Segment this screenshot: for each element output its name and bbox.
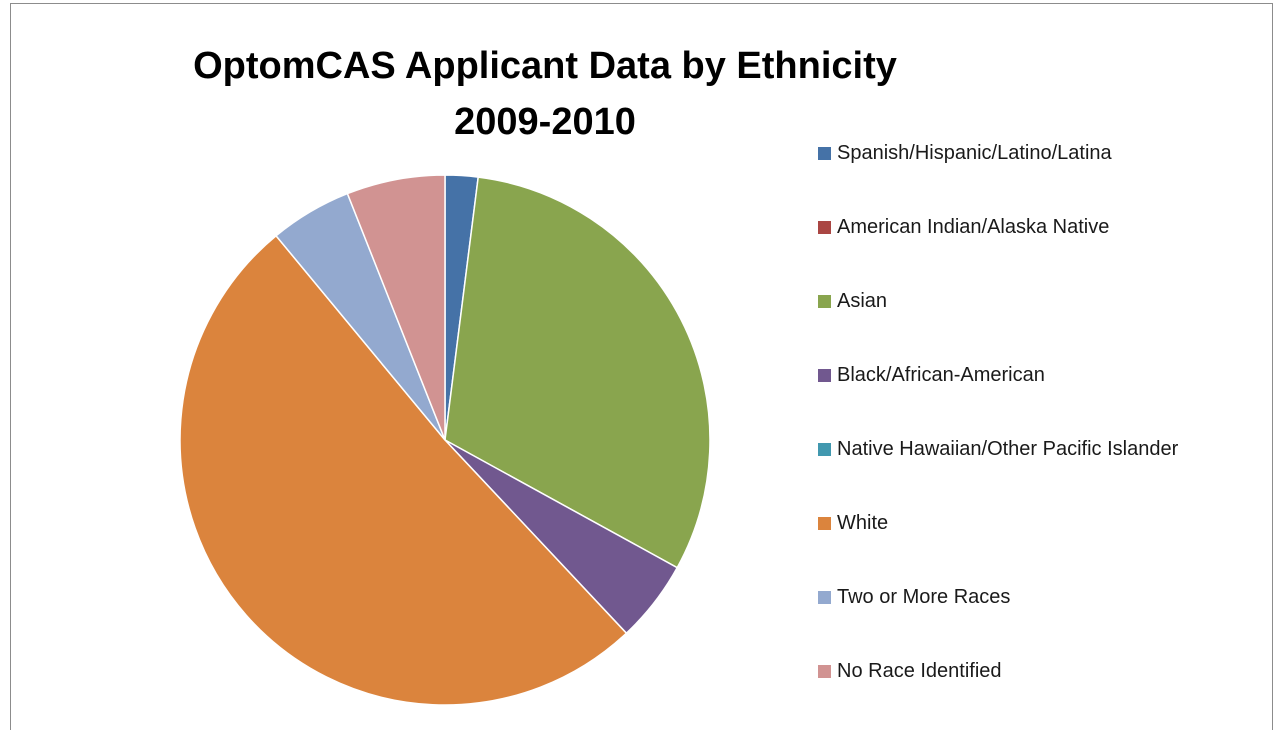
legend-swatch [818,294,831,308]
legend-label: Black/African-American [837,363,1045,386]
legend-swatch [818,146,831,160]
legend-item-spanish-hispanic-latino-latina: Spanish/Hispanic/Latino/Latina [818,140,1112,166]
chart-title-line-1: OptomCAS Applicant Data by Ethnicity [193,45,897,87]
legend-label: No Race Identified [837,659,1002,682]
legend-swatch [818,590,831,604]
legend-item-american-indian-alaska-native: American Indian/Alaska Native [818,214,1109,240]
legend-swatch [818,516,831,530]
legend-swatch [818,664,831,678]
pie-slice-asian [444,176,711,569]
legend-label: Two or More Races [837,585,1011,608]
legend-item-black-african-american: Black/African-American [818,362,1045,388]
legend-swatch [818,368,831,382]
legend-item-asian: Asian [818,288,887,314]
legend-label: Native Hawaiian/Other Pacific Islander [837,437,1179,460]
legend-label: Asian [837,289,888,312]
chart-frame [10,3,1273,730]
legend-label: White [837,511,889,534]
pie-slice-no-race-identified [346,174,446,441]
legend-label: American Indian/Alaska Native [837,215,1110,238]
pie-slice-white [179,234,628,706]
legend-swatch [818,442,831,456]
chart-title: OptomCAS Applicant Data by Ethnicity 200… [0,38,1090,150]
chart-title-line-2: 2009-2010 [454,101,636,143]
legend-item-no-race-identified: No Race Identified [818,658,1002,684]
legend-item-two-or-more-races: Two or More Races [818,584,1010,610]
legend-label: Spanish/Hispanic/Latino/Latina [837,141,1112,164]
legend-item-white: White [818,510,888,536]
legend-swatch [818,220,831,234]
legend-item-native-hawaiian-other-pacific-islander: Native Hawaiian/Other Pacific Islander [818,436,1178,462]
